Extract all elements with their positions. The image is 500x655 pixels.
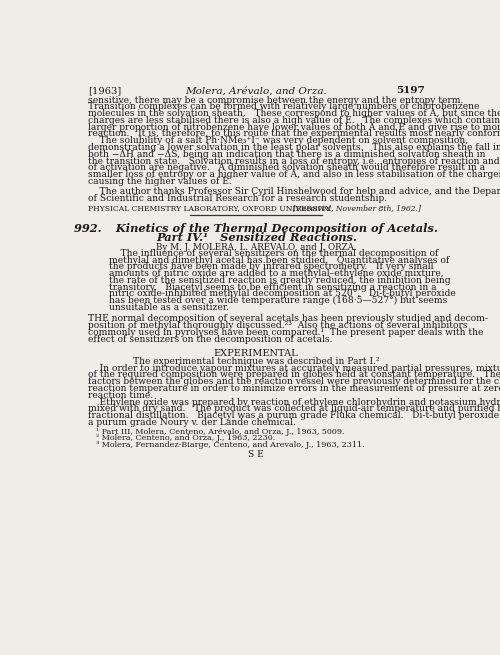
Text: reaction time.: reaction time. [88, 391, 153, 400]
Text: position of methylal thoroughly discussed.²³  Also the actions of several inhibi: position of methylal thoroughly discusse… [88, 321, 468, 330]
Text: reaction temperature in order to minimize errors in the measurement of pressure : reaction temperature in order to minimiz… [88, 384, 500, 393]
Text: methylal and dimethyl acetal has been studied.   Quantitative analyses of: methylal and dimethyl acetal has been st… [109, 255, 450, 265]
Text: THE normal decomposition of several acetals has been previously studied and deco: THE normal decomposition of several acet… [88, 314, 488, 324]
Text: both −ΔH and −ΔS, being an indication that there is a diminished solvation sheat: both −ΔH and −ΔS, being an indication th… [88, 150, 485, 159]
Text: molecules in the solvation sheath.   These correspond to higher values of A, but: molecules in the solvation sheath. These… [88, 109, 500, 118]
Text: 5197: 5197 [396, 86, 424, 95]
Text: Transition complexes can be formed with relatively large numbers of chlorobenzen: Transition complexes can be formed with … [88, 102, 479, 111]
Text: Molera, Arévalo, and Orza.: Molera, Arévalo, and Orza. [186, 86, 327, 95]
Text: Ethylene oxide was prepared by reaction of ethylene chlorohydrin and potassium h: Ethylene oxide was prepared by reaction … [88, 398, 500, 407]
Text: ³ Molera, Fernandez-Biarge, Centeno, and Arevalo, J., 1963, 2311.: ³ Molera, Fernandez-Biarge, Centeno, and… [96, 441, 364, 449]
Text: transitory.   Biacetyl seems to be efficient in sensitizing a reaction in a: transitory. Biacetyl seems to be efficie… [109, 283, 436, 291]
Text: the transition state.   Solvation results in a loss of entropy, i.e., entropies : the transition state. Solvation results … [88, 157, 500, 166]
Text: commonly used in pyrolyses have been compared.¹  The present paper deals with th: commonly used in pyrolyses have been com… [88, 328, 483, 337]
Text: nitric oxide-inhibited methylal decomposition at 520°.   Di-t-butyl peroxide: nitric oxide-inhibited methylal decompos… [109, 290, 456, 299]
Text: EXPERIMENTAL: EXPERIMENTAL [214, 349, 298, 358]
Text: sensitive, there may be a compromise between the energy and the entropy term.: sensitive, there may be a compromise bet… [88, 96, 464, 105]
Text: of activation are negative.   A diminished solvation sheath would therefore resu: of activation are negative. A diminished… [88, 163, 485, 172]
Text: S E: S E [248, 449, 264, 458]
Text: The experimental technique was described in Part I.²: The experimental technique was described… [133, 357, 380, 366]
Text: mixed with dry sand.   The product was collected at liquid-air temperature and p: mixed with dry sand. The product was col… [88, 404, 500, 413]
Text: charges are less stabilised there is also a high value of E.   The complexes whi: charges are less stabilised there is als… [88, 116, 500, 125]
Text: ¹ Part III, Molera, Centeno, Arévalo, and Orza, J., 1963, 5009.: ¹ Part III, Molera, Centeno, Arévalo, an… [96, 428, 344, 436]
Text: the rate of the sensitized reaction is greatly reduced, the inhibition being: the rate of the sensitized reaction is g… [109, 276, 450, 285]
Text: ² Molera, Centeno, and Orza, J., 1963, 2230.: ² Molera, Centeno, and Orza, J., 1963, 2… [96, 434, 275, 443]
Text: The author thanks Professor Sir Cyril Hinshelwood for help and advice, and the D: The author thanks Professor Sir Cyril Hi… [88, 187, 500, 196]
Text: factors between the globes and the reaction vessel were previously determined fo: factors between the globes and the react… [88, 377, 500, 386]
Text: [Received, November 8th, 1962.]: [Received, November 8th, 1962.] [292, 204, 420, 212]
Text: unsuitable as a sensitizer.: unsuitable as a sensitizer. [109, 303, 229, 312]
Text: The influence of several sensitizers on the thermal decomposition of: The influence of several sensitizers on … [109, 249, 438, 258]
Text: amounts of nitric oxide are added to a methylal–ethylene oxide mixture,: amounts of nitric oxide are added to a m… [109, 269, 444, 278]
Text: PHYSICAL CHEMISTRY LABORATORY, OXFORD UNIVERSITY.: PHYSICAL CHEMISTRY LABORATORY, OXFORD UN… [88, 204, 332, 212]
Text: demonstrating a lower solvation in the least polar solvents.   This also explain: demonstrating a lower solvation in the l… [88, 143, 500, 152]
Text: effect of sensitizers on the decomposition of acetals.: effect of sensitizers on the decompositi… [88, 335, 332, 344]
Text: In order to introduce vapour mixtures at accurately measured partial pressures, : In order to introduce vapour mixtures at… [88, 364, 500, 373]
Text: of Scientific and Industrial Research for a research studentship.: of Scientific and Industrial Research fo… [88, 195, 387, 203]
Text: the products have been made by infrared spectrometry.   If very small: the products have been made by infrared … [109, 262, 434, 271]
Text: reaction.   It is, therefore, to this route that the experimental results most n: reaction. It is, therefore, to this rout… [88, 130, 500, 138]
Text: smaller loss of entropy or a higher value of A, and also in less stabilisation o: smaller loss of entropy or a higher valu… [88, 170, 500, 179]
Text: The solubility of a salt Ph·NMe₃⁺I⁻ was very dependent on solvent composition,: The solubility of a salt Ph·NMe₃⁺I⁻ was … [88, 136, 468, 145]
Text: [1963]: [1963] [88, 86, 122, 95]
Text: 992.    Kinetics of the Thermal Decomposition of Acetals.: 992. Kinetics of the Thermal Decompositi… [74, 223, 438, 234]
Text: has been tested over a wide temperature range (168·5—527°) but seems: has been tested over a wide temperature … [109, 296, 448, 305]
Text: fractional distillation.   Biacetyl was a purum grade Fluka chemical.   Di-t-but: fractional distillation. Biacetyl was a … [88, 411, 500, 420]
Text: larger proportion of nitrobenzene have lower values of both A and E and give ris: larger proportion of nitrobenzene have l… [88, 122, 500, 132]
Text: a purum grade Noury v. der Lande chemical.: a purum grade Noury v. der Lande chemica… [88, 418, 296, 427]
Text: Part IV.¹   Sensitized Reactions.: Part IV.¹ Sensitized Reactions. [156, 232, 356, 243]
Text: causing the higher values of E.: causing the higher values of E. [88, 177, 232, 186]
Text: of the required composition were prepared in globes held at constant temperature: of the required composition were prepare… [88, 371, 500, 379]
Text: By M. J. MOLERA, L. ARÉVALO, and J. ORZA.: By M. J. MOLERA, L. ARÉVALO, and J. ORZA… [156, 241, 356, 252]
